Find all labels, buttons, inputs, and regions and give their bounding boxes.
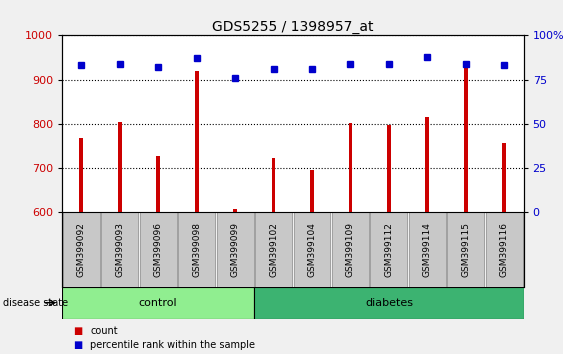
- FancyBboxPatch shape: [254, 287, 524, 319]
- Text: GSM399114: GSM399114: [423, 222, 432, 277]
- FancyBboxPatch shape: [409, 212, 446, 287]
- Bar: [464, 67, 468, 212]
- FancyBboxPatch shape: [332, 212, 369, 287]
- Text: GSM399102: GSM399102: [269, 222, 278, 277]
- Text: diabetes: diabetes: [365, 298, 413, 308]
- Text: percentile rank within the sample: percentile rank within the sample: [90, 340, 255, 350]
- Bar: [118, 122, 122, 212]
- FancyBboxPatch shape: [140, 212, 177, 287]
- Text: disease state: disease state: [3, 298, 68, 308]
- Bar: [502, 143, 506, 212]
- Text: GSM399098: GSM399098: [192, 222, 201, 277]
- FancyBboxPatch shape: [448, 212, 484, 287]
- Text: GSM399099: GSM399099: [231, 222, 239, 277]
- Text: ■: ■: [73, 326, 82, 336]
- Bar: [426, 117, 430, 212]
- Bar: [156, 156, 160, 212]
- Text: count: count: [90, 326, 118, 336]
- Text: GSM399115: GSM399115: [462, 222, 470, 277]
- Bar: [271, 159, 275, 212]
- Bar: [195, 71, 199, 212]
- FancyBboxPatch shape: [178, 212, 215, 287]
- Bar: [310, 170, 314, 212]
- FancyBboxPatch shape: [62, 287, 254, 319]
- Bar: [348, 122, 352, 212]
- Title: GDS5255 / 1398957_at: GDS5255 / 1398957_at: [212, 21, 373, 34]
- Bar: [233, 209, 237, 212]
- FancyBboxPatch shape: [62, 212, 100, 287]
- FancyBboxPatch shape: [217, 212, 253, 287]
- Text: GSM399092: GSM399092: [77, 222, 86, 277]
- Text: GSM399116: GSM399116: [500, 222, 509, 277]
- Text: GSM399093: GSM399093: [115, 222, 124, 277]
- Bar: [79, 138, 83, 212]
- Text: GSM399096: GSM399096: [154, 222, 163, 277]
- Text: GSM399112: GSM399112: [385, 222, 394, 277]
- FancyBboxPatch shape: [255, 212, 292, 287]
- FancyBboxPatch shape: [370, 212, 408, 287]
- Bar: [387, 125, 391, 212]
- FancyBboxPatch shape: [101, 212, 138, 287]
- Text: ■: ■: [73, 340, 82, 350]
- Text: GSM399104: GSM399104: [307, 222, 316, 277]
- Text: GSM399109: GSM399109: [346, 222, 355, 277]
- FancyBboxPatch shape: [293, 212, 330, 287]
- Text: control: control: [139, 298, 177, 308]
- FancyBboxPatch shape: [486, 212, 523, 287]
